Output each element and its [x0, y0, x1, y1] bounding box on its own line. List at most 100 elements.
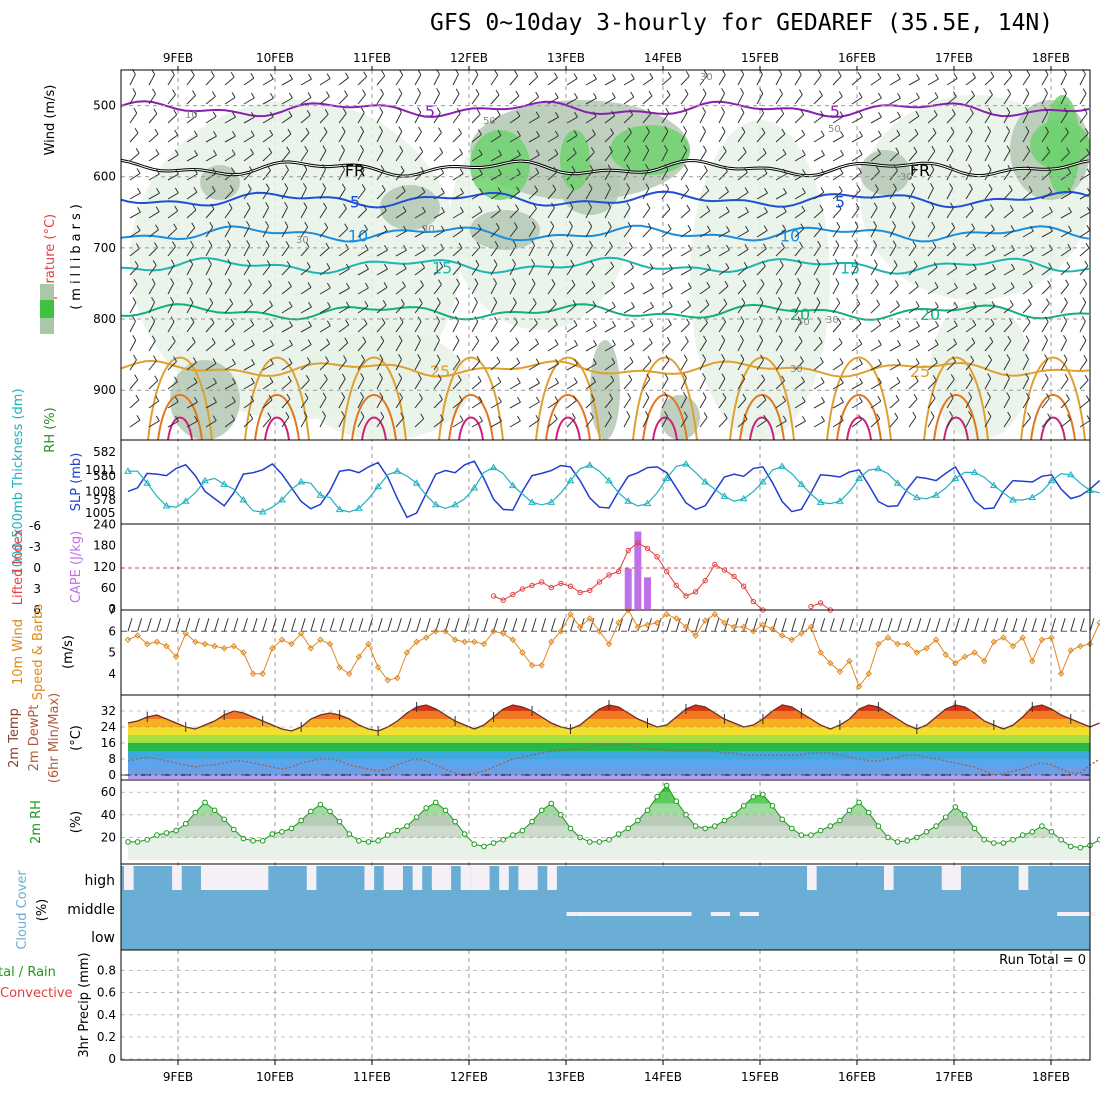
wind-barb	[642, 360, 652, 371]
wind-barb	[984, 305, 996, 314]
wind-barb-flag	[189, 278, 193, 284]
wind-barb	[357, 94, 366, 105]
wind-barb-flag	[972, 301, 977, 308]
wind-barb	[775, 133, 786, 143]
wind-barb	[889, 399, 900, 409]
wind-barb	[1003, 249, 1015, 257]
wind-barb-flag	[1006, 107, 1011, 113]
wind-barb	[661, 416, 669, 428]
wind-barb-flag	[821, 149, 825, 156]
wind-barb	[775, 247, 785, 257]
wind-barb	[186, 173, 198, 181]
wind-barb	[585, 265, 595, 276]
wind-barb	[984, 287, 996, 295]
rh2m-marker	[875, 823, 882, 829]
wind-barb-flag	[398, 354, 402, 360]
wind-barb	[737, 93, 744, 105]
wind-barb-flag	[303, 411, 308, 417]
wind-barb	[832, 135, 844, 143]
slp-ylabel: SLP (mb)	[69, 453, 84, 512]
wind-barb-flag	[802, 168, 806, 175]
rh2m-marker	[202, 799, 208, 806]
wind-barb-flag	[1045, 393, 1050, 399]
wind-barb	[129, 152, 140, 162]
wind-barb	[129, 132, 139, 143]
wind10m-barb	[849, 618, 854, 632]
wind-barb-flag	[476, 355, 481, 362]
wind-barb-flag	[304, 221, 309, 228]
wind-barb	[737, 172, 748, 181]
wind-barb-flag	[436, 354, 441, 360]
wind10m-marker	[509, 636, 517, 643]
wind-barb	[205, 420, 217, 428]
wind-barb	[414, 398, 423, 409]
wind-barb	[224, 283, 232, 295]
wind-barb	[357, 229, 368, 238]
wind-barb-flag	[876, 413, 881, 420]
wind10m-marker	[884, 634, 892, 641]
wind-barb-flag	[360, 392, 364, 398]
wind-barb-flag	[193, 110, 198, 117]
wind-barb	[585, 381, 596, 390]
wind-barb	[395, 340, 403, 352]
wind-barb	[794, 228, 805, 238]
wind10m-marker	[980, 657, 988, 665]
wind-barb	[148, 74, 156, 86]
wind-barb-flag	[588, 183, 593, 189]
wind-barb	[908, 78, 920, 86]
wind-barb-flag	[231, 358, 236, 365]
thickness-marker	[316, 491, 325, 498]
rh2m-marker	[481, 843, 487, 850]
wind-barb	[699, 322, 708, 333]
wind-barb-flag	[896, 73, 901, 80]
date-label-bottom: 10FEB	[256, 1070, 294, 1084]
wind-barb	[889, 381, 901, 390]
wind-barb	[1060, 152, 1070, 162]
wind-barb	[547, 400, 559, 409]
wind-barb	[623, 287, 635, 295]
wind-barb-flag	[341, 164, 346, 170]
wind-barb-flag	[1048, 262, 1053, 269]
wind-barb	[775, 93, 783, 105]
wind10m-marker	[894, 640, 901, 648]
rh-contour-label: 50	[797, 317, 810, 328]
wind-barb-flag	[723, 412, 728, 419]
date-label-bottom: 16FEB	[838, 1070, 876, 1084]
wind-barb-flag	[457, 260, 462, 267]
wind-barb-flag	[1024, 107, 1029, 113]
thickness-marker	[624, 497, 633, 504]
wind-barb-flag	[835, 240, 840, 246]
rh2m-units-label: (%)	[69, 811, 84, 834]
rh2m-marker	[923, 829, 930, 835]
wind-barb	[167, 114, 178, 124]
wind-barb-flag	[687, 224, 692, 231]
wind-barb-flag	[647, 108, 652, 115]
wind-barb	[319, 78, 331, 86]
wind-barb-flag	[232, 377, 236, 384]
wind-barb-flag	[493, 259, 498, 265]
wind-barb-flag	[703, 70, 708, 76]
wind-barb-flag	[497, 396, 502, 403]
wind-barb-flag	[988, 354, 993, 361]
wind-barb-flag	[207, 259, 212, 265]
wind10m-marker	[557, 628, 565, 635]
wind10m-marker	[596, 628, 603, 635]
wind-barb	[186, 209, 197, 219]
wind-barb	[756, 359, 764, 371]
wind-barb-flag	[592, 320, 597, 327]
wind-barb-flag	[876, 166, 880, 172]
wind-barb-flag	[211, 91, 216, 97]
wind-barb-flag	[210, 71, 215, 77]
wind-barb-flag	[398, 88, 403, 94]
wind-barb-flag	[840, 130, 844, 137]
wind-barb	[775, 265, 784, 276]
wind-barb-flag	[629, 109, 634, 116]
rh2m-marker	[404, 823, 410, 829]
wind10m-barb	[406, 618, 412, 632]
isotherm-35-arc	[458, 416, 484, 441]
wind-barb-flag	[532, 298, 537, 304]
cape-tick-label: 120	[93, 560, 116, 574]
wind10m-barb	[925, 618, 931, 632]
wind-barb	[338, 397, 346, 409]
